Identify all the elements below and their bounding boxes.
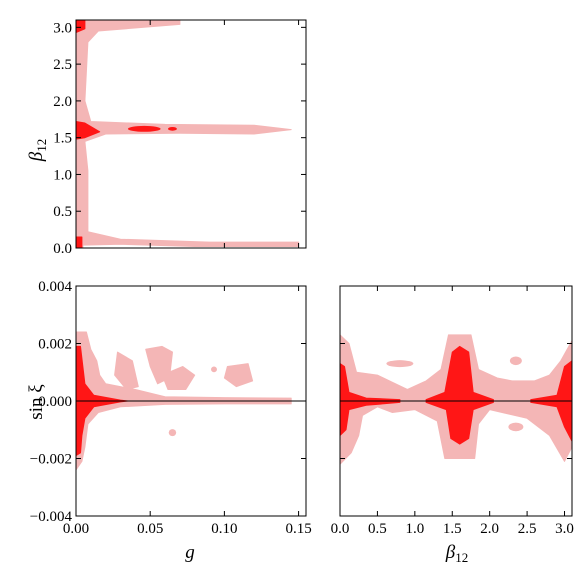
inner-confidence-region — [340, 363, 401, 436]
x-tick-label: 2.5 — [518, 521, 537, 537]
outer-confidence-region — [211, 366, 217, 373]
x-tick-label: 0.5 — [368, 521, 387, 537]
region-layer — [340, 334, 572, 465]
inner-confidence-region — [76, 236, 83, 248]
y-tick-label: 2.0 — [53, 94, 72, 110]
outer-confidence-region — [82, 20, 300, 247]
x-tick-label: 1.0 — [405, 521, 424, 537]
x-tick-label: 3.0 — [555, 521, 574, 537]
y-tick-label: 2.5 — [53, 57, 72, 73]
inner-confidence-region — [168, 127, 177, 131]
region-layer — [76, 20, 300, 248]
panel-bottom-right: 0.0 0.5 1.0 1.5 2.0 2.5 3.0 — [331, 285, 574, 537]
inner-confidence-region — [425, 345, 494, 445]
outer-confidence-region — [223, 363, 254, 388]
y-tick-label: 1.0 — [53, 167, 72, 183]
y-tick-label: 0.000 — [38, 394, 72, 410]
bottom-left-xlabel: g — [185, 542, 195, 563]
y-tick-label: 0.5 — [53, 204, 72, 220]
x-tick-label: 0.15 — [285, 521, 311, 537]
y-tick-label: 0.0 — [53, 241, 72, 257]
y-tick-label: 0.002 — [38, 337, 72, 353]
x-tick-label: 0.05 — [137, 521, 163, 537]
top-left-ylabel: β12 — [26, 139, 49, 162]
inner-confidence-region — [127, 125, 161, 132]
panel-top-left: 0.0 0.5 1.0 1.5 2.0 2.5 3.0 — [53, 19, 307, 257]
panel-bottom-left: 0.00 0.05 0.10 0.15 −0.004 −0.002 0.000 0.002 0.… — [30, 279, 312, 537]
y-tick-label: 0.004 — [38, 279, 72, 295]
y-tick-label: −0.002 — [30, 452, 72, 468]
outer-confidence-region — [386, 360, 414, 368]
outer-confidence-region — [509, 356, 522, 366]
x-tick-label: 2.0 — [480, 521, 499, 537]
bottom-right-xlabel: β12 — [445, 542, 468, 565]
x-tick-label: 1.5 — [443, 521, 462, 537]
inner-confidence-region — [76, 20, 86, 33]
x-tick-label: 0.0 — [331, 521, 350, 537]
x-tick-label: 0.10 — [211, 521, 237, 537]
inner-confidence-region — [76, 121, 101, 140]
x-tick-label: 0.00 — [63, 521, 89, 537]
y-tick-label: 1.5 — [53, 131, 72, 147]
y-tick-label: 3.0 — [53, 20, 72, 36]
outer-confidence-region — [161, 366, 196, 390]
y-tick-label: −0.004 — [30, 509, 73, 525]
outer-confidence-region — [168, 429, 177, 437]
panel-frame — [75, 19, 307, 249]
outer-confidence-region — [508, 422, 524, 432]
bottom-left-ylabel: sin ξ — [26, 384, 47, 420]
outer-confidence-region — [114, 351, 139, 390]
